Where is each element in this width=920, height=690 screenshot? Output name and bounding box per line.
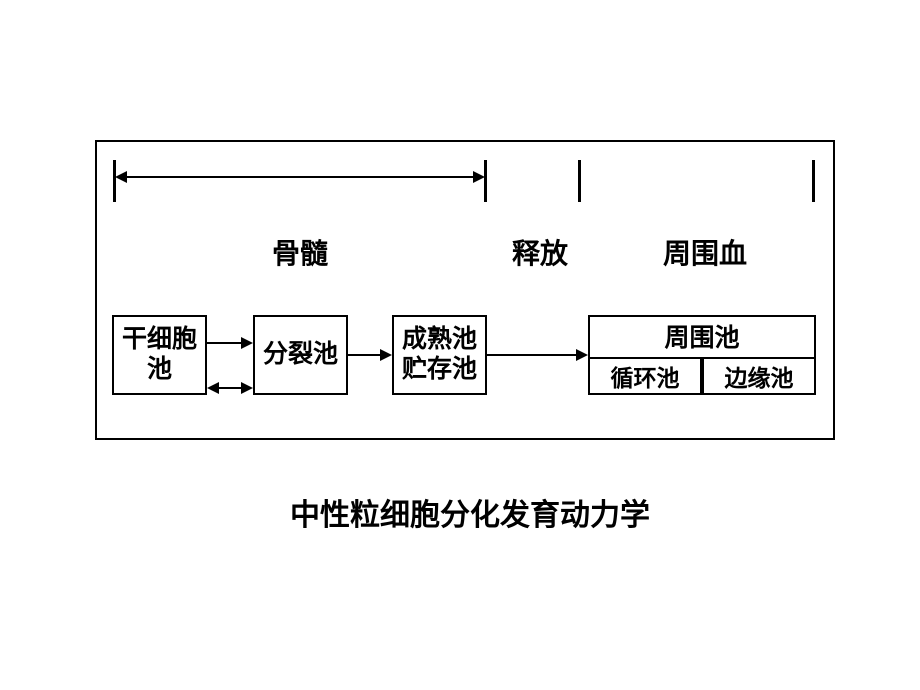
flow-arrows	[0, 0, 920, 690]
diagram-caption: 中性粒细胞分化发育动力学	[260, 490, 680, 534]
diagram-canvas: { "colors": { "stroke": "#000000", "back…	[0, 0, 920, 690]
